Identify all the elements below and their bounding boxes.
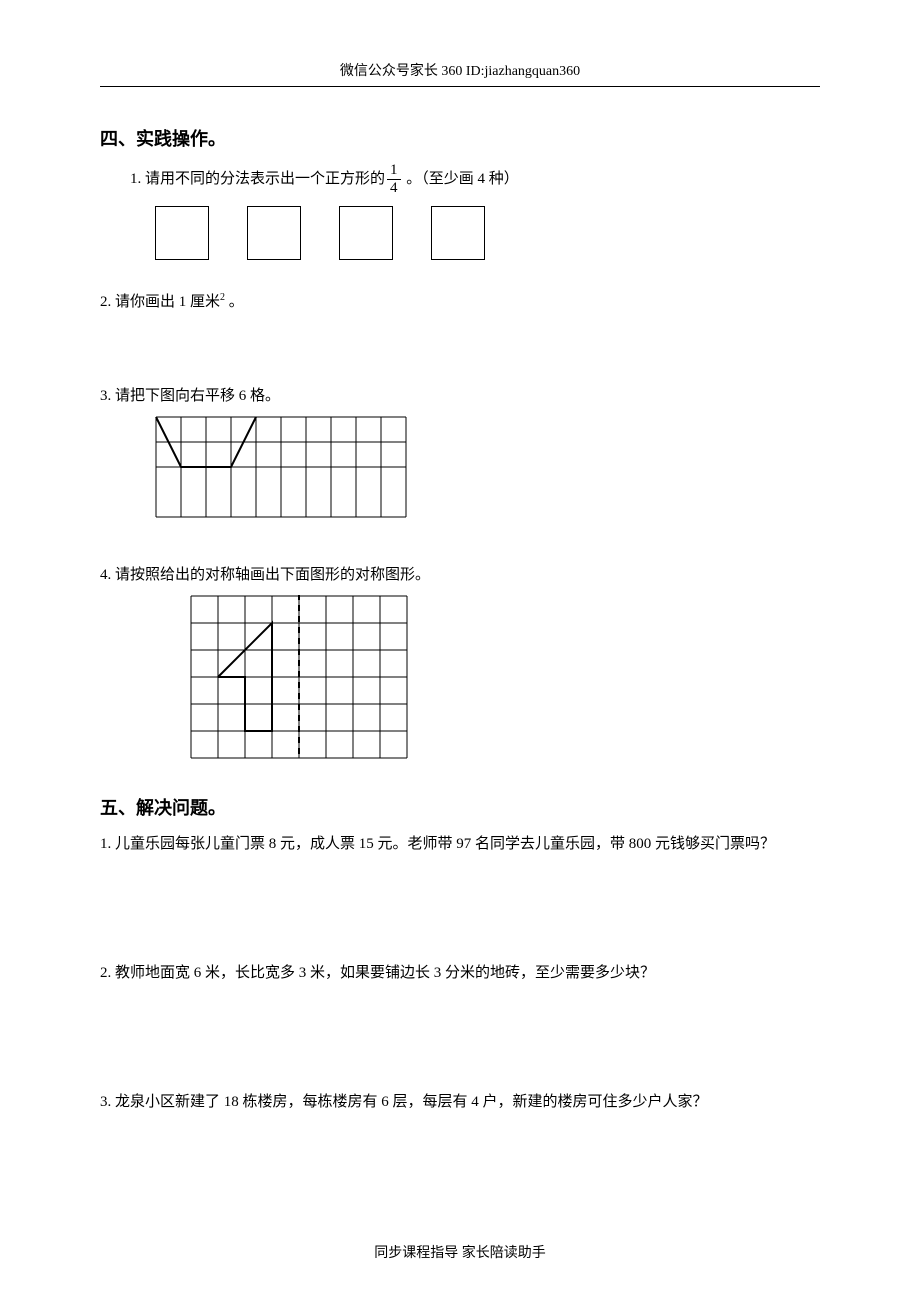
s4-q1-prefix: 1. 请用不同的分法表示出一个正方形的 xyxy=(130,171,385,187)
frac-num: 1 xyxy=(387,163,401,180)
grid-q4-wrap xyxy=(190,595,820,764)
square-box xyxy=(247,206,301,260)
s5-q1: 1. 儿童乐园每张儿童门票 8 元，成人票 15 元。老师带 97 名同学去儿童… xyxy=(100,832,820,856)
grid-q3 xyxy=(155,416,407,518)
page-header: 微信公众号家长 360 ID:jiazhangquan360 xyxy=(100,60,820,87)
s4-q1-suffix: 。（至少画 4 种） xyxy=(403,171,519,187)
s5-q2: 2. 教师地面宽 6 米，长比宽多 3 米，如果要铺边长 3 分米的地砖，至少需… xyxy=(100,961,820,985)
s4-q2-prefix: 2. 请你画出 1 厘米 xyxy=(100,294,220,310)
square-box xyxy=(339,206,393,260)
grid-q3-wrap xyxy=(155,416,820,523)
s5-q3: 3. 龙泉小区新建了 18 栋楼房，每栋楼房有 6 层，每层有 4 户，新建的楼… xyxy=(100,1090,820,1114)
square-box xyxy=(155,206,209,260)
s4-q2: 2. 请你画出 1 厘米2 。 xyxy=(100,290,820,314)
section4-heading: 四、实践操作。 xyxy=(100,125,820,151)
page-footer: 同步课程指导 家长陪读助手 xyxy=(0,1242,920,1262)
s4-q4: 4. 请按照给出的对称轴画出下面图形的对称图形。 xyxy=(100,563,820,587)
square-box xyxy=(431,206,485,260)
four-squares-row xyxy=(155,206,820,260)
fraction-1-4: 14 xyxy=(387,163,401,196)
grid-q4 xyxy=(190,595,408,759)
s4-q2-suffix: 。 xyxy=(225,294,244,310)
s4-q1: 1. 请用不同的分法表示出一个正方形的14 。（至少画 4 种） xyxy=(130,163,820,196)
section5-heading: 五、解决问题。 xyxy=(100,794,820,820)
s4-q3: 3. 请把下图向右平移 6 格。 xyxy=(100,384,820,408)
frac-den: 4 xyxy=(387,180,401,196)
